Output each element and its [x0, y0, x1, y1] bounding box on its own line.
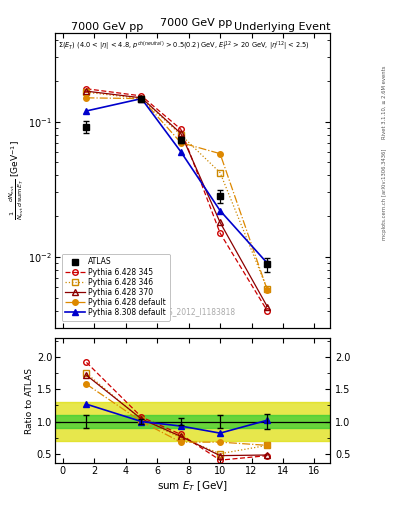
Bar — [55, 415, 330, 428]
Text: mcplots.cern.ch [arXiv:1306.3436]: mcplots.cern.ch [arXiv:1306.3436] — [382, 149, 387, 240]
Y-axis label: $\frac{1}{N_\mathrm{evt}} \frac{dN_\mathrm{evt}}{d\,\mathrm{sum}\,E_T}$ [GeV$^{-: $\frac{1}{N_\mathrm{evt}} \frac{dN_\math… — [7, 140, 26, 221]
Bar — [55, 402, 330, 441]
Text: 7000 GeV pp: 7000 GeV pp — [160, 18, 233, 28]
Text: Underlying Event: Underlying Event — [233, 22, 330, 32]
Legend: ATLAS, Pythia 6.428 345, Pythia 6.428 346, Pythia 6.428 370, Pythia 6.428 defaul: ATLAS, Pythia 6.428 345, Pythia 6.428 34… — [62, 253, 170, 321]
Text: $\Sigma(E_T)$ (4.0 < $|\eta|$ < 4.8, $p^{ch(neutral)}$ > 0.5(0.2) GeV, $E_T^{l12: $\Sigma(E_T)$ (4.0 < $|\eta|$ < 4.8, $p^… — [58, 39, 309, 52]
X-axis label: sum $E_T$ [GeV]: sum $E_T$ [GeV] — [157, 479, 228, 493]
Y-axis label: Ratio to ATLAS: Ratio to ATLAS — [25, 368, 34, 434]
Text: Rivet 3.1.10, ≥ 2.6M events: Rivet 3.1.10, ≥ 2.6M events — [382, 66, 387, 139]
Text: ATLAS_2012_I1183818: ATLAS_2012_I1183818 — [149, 307, 236, 316]
Text: 7000 GeV pp: 7000 GeV pp — [71, 22, 143, 32]
